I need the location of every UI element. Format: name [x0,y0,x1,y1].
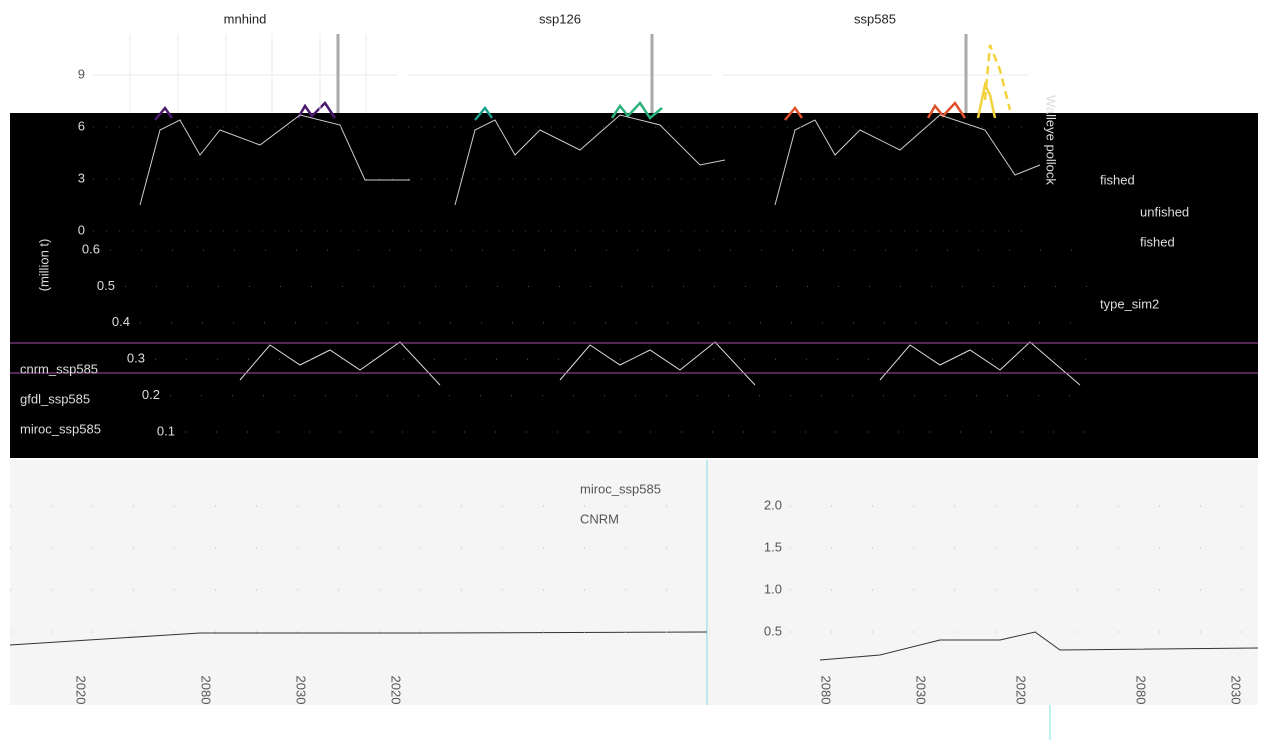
legend-title: fished [1100,172,1135,187]
y-tick-label: 3 [78,170,85,185]
x-tick-label: 2020 [1014,676,1029,705]
strip-label: Walleye pollock [1044,95,1059,185]
decor-lines [9,44,1259,661]
facet-label: ssp585 [854,11,896,26]
bottom-panel [10,460,1258,705]
y-tick-label: 0.4 [112,314,130,329]
axis-title: (million t) [36,239,51,292]
facet-label: ssp126 [539,11,581,26]
x-tick-label: 2020 [74,676,89,705]
y-tick-label: 0.5 [97,278,115,293]
y-tick-label: 6 [78,118,85,133]
legend-item: cnrm_ssp585 [20,361,98,376]
legend-item: unfished [1140,204,1189,219]
legend-item: CNRM [580,511,619,526]
legend-item: miroc_ssp585 [20,421,101,436]
y-tick-label: 1.5 [764,539,782,554]
glitch-band [10,113,1258,458]
x-tick-label: 2080 [819,676,834,705]
y-tick-label: 2.0 [764,497,782,512]
y-tick-label: 9 [78,66,85,81]
y-tick-label: 0.6 [82,241,100,256]
y-tick-label: 0.1 [157,423,175,438]
x-tick-label: 2030 [1229,676,1244,705]
y-tick-label: 0.2 [142,387,160,402]
x-tick-label: 2030 [914,676,929,705]
x-tick-label: 2020 [389,676,404,705]
x-tick-label: 2080 [199,676,214,705]
legend-item: gfdl_ssp585 [20,391,90,406]
y-tick-label: 0 [78,222,85,237]
legend-title: type_sim2 [1100,296,1159,311]
legend-item: miroc_ssp585 [580,481,661,496]
x-tick-label: 2080 [1134,676,1149,705]
y-tick-label: 0.3 [127,351,145,366]
facet-label: mnhind [224,11,267,26]
y-tick-label: 1.0 [764,581,782,596]
legend-item: fished [1140,234,1175,249]
x-tick-label: 2030 [294,676,309,705]
y-tick-label: 0.5 [764,623,782,638]
